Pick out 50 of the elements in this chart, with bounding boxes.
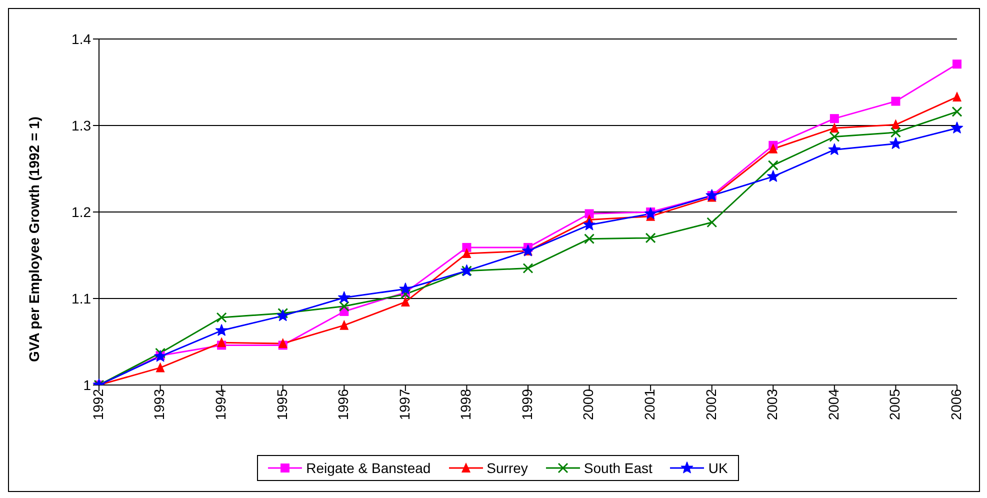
x-tick-label: 1996 [335, 388, 352, 420]
point [891, 119, 900, 130]
point [952, 60, 962, 69]
point [828, 143, 841, 155]
x-tick-label: 1997 [396, 388, 412, 420]
legend-label: Surrey [486, 460, 528, 476]
x-tick-label: 2002 [702, 388, 719, 420]
point [276, 309, 289, 322]
x-tick-label: 2003 [764, 388, 780, 420]
x-tick-label: 1998 [458, 388, 474, 420]
x-tick-label: 2006 [948, 388, 964, 420]
legend-label: South East [584, 460, 652, 476]
x-tick-label: 1994 [212, 388, 229, 420]
point [890, 137, 902, 149]
point [215, 324, 228, 336]
y-tick-label: 1.4 [72, 30, 92, 47]
point [156, 362, 165, 372]
point [338, 291, 350, 303]
y-axis-title: GVA per Employee Growth (1992 = 1) [26, 116, 42, 362]
y-tick-label: 1.3 [72, 117, 92, 134]
point [644, 207, 657, 219]
point [952, 91, 962, 102]
x-tick-label: 2000 [580, 388, 596, 420]
point [768, 143, 778, 154]
x-tick-label: 2005 [886, 388, 903, 420]
point [891, 96, 900, 106]
x-tick-label: 1992 [90, 388, 106, 420]
x-tick-label: 2001 [642, 388, 658, 420]
y-tick-label: 1.2 [72, 204, 92, 220]
point [400, 296, 410, 306]
x-tick-label: 1999 [518, 388, 535, 420]
point [340, 320, 349, 330]
point [278, 338, 288, 348]
point [584, 209, 594, 218]
point [462, 242, 472, 252]
point [767, 170, 780, 182]
x-tick-label: 1995 [274, 388, 290, 420]
y-tick-label: 1 [83, 376, 92, 393]
point [830, 114, 839, 124]
legend-label: Reigate & Banstead [306, 460, 431, 476]
point [950, 122, 964, 134]
y-tick-label: 1.1 [72, 290, 92, 306]
point [583, 218, 596, 230]
legend-label: UK [708, 460, 728, 476]
point [830, 122, 839, 133]
x-tick-label: 2004 [825, 388, 842, 420]
x-tick-label: 1993 [151, 388, 168, 420]
point [217, 337, 226, 348]
point [462, 248, 472, 258]
point [399, 282, 412, 294]
